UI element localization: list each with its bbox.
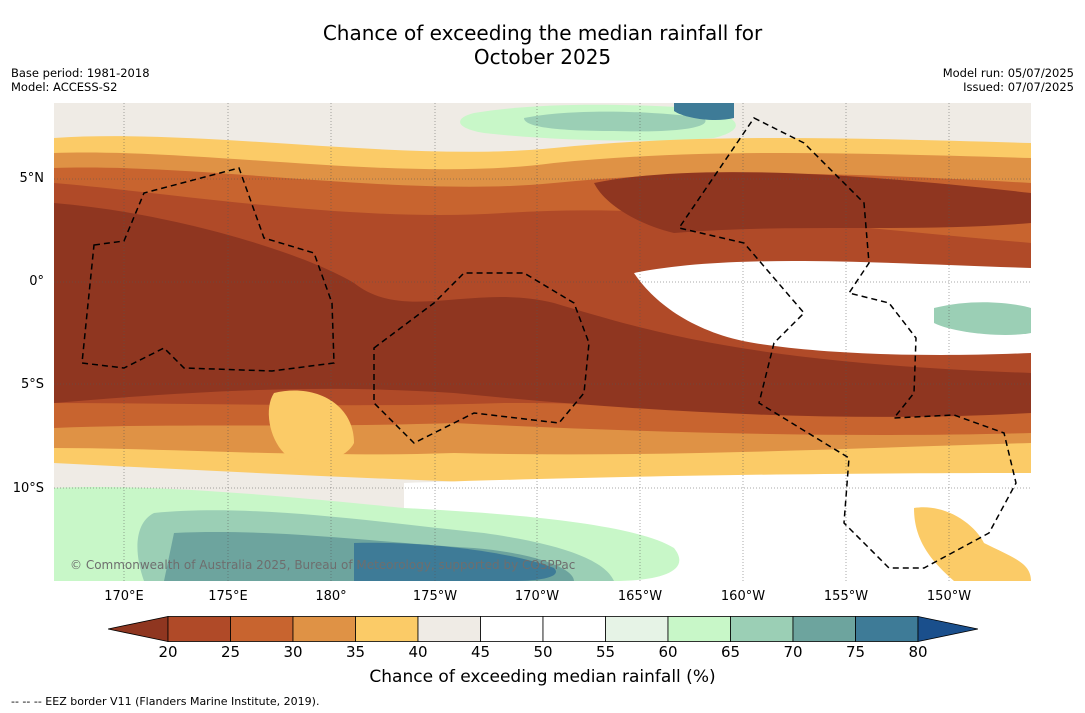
- colorbar-tick-label: 30: [283, 643, 303, 661]
- colorbar-segment: [167, 616, 231, 642]
- region-sw-yellow: [268, 390, 354, 462]
- lon-label-170w: 170°W: [514, 589, 560, 604]
- colorbar-tick-label: 25: [220, 643, 241, 661]
- map-title: Chance of exceeding the median rainfall …: [0, 21, 1085, 69]
- model-name: Model: ACCESS-S2: [11, 80, 118, 94]
- region-north-blue: [674, 103, 734, 121]
- meta-left: Base period: 1981-2018 Model: ACCESS-S2: [11, 66, 150, 94]
- colorbar-tick-label: 65: [720, 643, 741, 661]
- region-north-teal: [524, 111, 706, 132]
- colorbar-segment: [417, 616, 481, 642]
- colorbar-segment: [605, 616, 669, 642]
- lon-label-180: 180°: [315, 589, 347, 604]
- eez-borders: [81, 117, 1017, 569]
- base-period: Base period: 1981-2018: [11, 66, 150, 80]
- rainfall-map: [54, 103, 1031, 581]
- graticule: [54, 103, 1031, 581]
- title-line-1: Chance of exceeding the median rainfall …: [322, 21, 763, 45]
- rainfall-map-svg: [54, 103, 1031, 581]
- region-equator-white: [634, 261, 1031, 355]
- region-south-blue: [354, 542, 556, 581]
- lon-label-160w: 160°W: [720, 589, 766, 604]
- region-equator-green: [934, 302, 1031, 335]
- colorbar-tick-label: 70: [783, 643, 803, 661]
- colorbar-segment: [230, 616, 294, 642]
- lon-label-170e: 170°E: [104, 589, 144, 604]
- colorbar-segment: [792, 616, 856, 642]
- colorbar-segment: [292, 616, 356, 642]
- issued-date: Issued: 07/07/2025: [963, 80, 1074, 94]
- region-se-yellow: [914, 507, 1031, 581]
- eez-footnote: -- -- -- EEZ border V11 (Flanders Marine…: [11, 695, 320, 708]
- colorbar-segment: [355, 616, 419, 642]
- colorbar-tick-label: 60: [658, 643, 678, 661]
- meta-right: Model run: 05/07/2025 Issued: 07/07/2025: [943, 66, 1074, 94]
- colorbar-segment: [855, 616, 919, 642]
- lon-label-150w: 150°W: [926, 589, 972, 604]
- model-run: Model run: 05/07/2025: [942, 66, 1074, 80]
- colorbar: [108, 616, 978, 642]
- lon-label-175e: 175°E: [208, 589, 248, 604]
- colorbar-tick-label: 55: [595, 643, 616, 661]
- lon-label-165w: 165°W: [617, 589, 663, 604]
- lon-label-155w: 155°W: [823, 589, 869, 604]
- lat-label-5s: 5°S: [20, 377, 44, 392]
- lat-label-0: 0°: [29, 274, 44, 289]
- colorbar-low-extension: [108, 616, 169, 642]
- title-line-2: October 2025: [473, 45, 612, 69]
- colorbar-tick-label: 20: [158, 643, 178, 661]
- colorbar-tick-label: 50: [533, 643, 553, 661]
- colorbar-tick-label: 75: [845, 643, 866, 661]
- colorbar-segment: [730, 616, 794, 642]
- region-ne-dark: [594, 172, 1031, 233]
- copyright-text: © Commonwealth of Australia 2025, Bureau…: [70, 558, 576, 572]
- colorbar-tick-label: 45: [470, 643, 491, 661]
- colorbar-tick-label: 35: [345, 643, 366, 661]
- lat-label-5n: 5°N: [19, 171, 45, 186]
- lat-label-10s: 10°S: [12, 481, 44, 496]
- lon-label-175w: 175°W: [412, 589, 458, 604]
- colorbar-tick-label: 80: [908, 643, 928, 661]
- colorbar-segment: [667, 616, 731, 642]
- colorbar-segment: [480, 616, 544, 642]
- colorbar-high-extension: [917, 616, 978, 642]
- region-darkest: [54, 203, 1031, 417]
- colorbar-tick-label: 40: [408, 643, 428, 661]
- colorbar-title: Chance of exceeding median rainfall (%): [369, 667, 716, 687]
- colorbar-segment: [542, 616, 606, 642]
